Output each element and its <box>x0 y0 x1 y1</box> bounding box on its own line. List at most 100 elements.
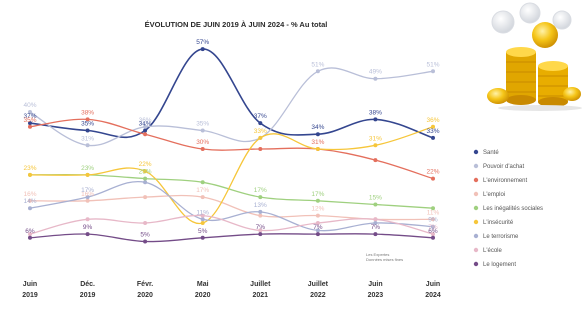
data-point-pouvoir-d-achat-6 <box>373 76 378 81</box>
legend-entry: Les inégalités sociales <box>483 206 543 212</box>
data-label: 31% <box>311 139 324 146</box>
data-point-l-insecurite-5 <box>315 147 320 151</box>
series-line-le-terrorisme <box>29 180 434 232</box>
series-lines <box>28 47 435 244</box>
data-label: 51% <box>426 61 439 68</box>
series-le-logement <box>28 232 435 244</box>
series-l-ecole <box>28 213 435 237</box>
data-label: 17% <box>196 187 209 194</box>
data-label: 6% <box>428 228 438 235</box>
data-label: 49% <box>369 69 382 76</box>
data-point-l-environnement-6 <box>373 158 378 163</box>
data-point-sante-2 <box>143 128 148 133</box>
data-label: 11% <box>427 209 440 216</box>
series-line-sante <box>29 48 434 139</box>
data-label: 38% <box>81 109 94 116</box>
data-point-pouvoir-d-achat-2 <box>143 124 148 129</box>
legend-marker <box>473 205 479 211</box>
data-point-le-terrorisme-3 <box>200 217 205 222</box>
data-label: 22% <box>139 161 152 168</box>
data-point-le-terrorisme-4 <box>258 209 263 214</box>
data-label: 51% <box>311 61 324 68</box>
x-tick-label-line-2: 2022 <box>310 292 326 299</box>
source-note-line-1: Les Expertes <box>366 252 389 257</box>
legend-entry: Pouvoir d'achat <box>483 164 525 170</box>
data-point-les-inegalites-sociales-6 <box>373 202 378 207</box>
data-point-les-inegalites-sociales-3 <box>200 180 205 185</box>
data-label: 7% <box>428 224 438 231</box>
x-tick-label-line-1: Mai <box>197 281 209 288</box>
data-point-le-terrorisme-2 <box>143 180 148 185</box>
data-label: 36% <box>139 117 152 124</box>
data-label: 57% <box>196 39 209 46</box>
data-point-l-emploi-2 <box>143 195 148 200</box>
data-label: 35% <box>81 121 94 128</box>
data-point-l-ecole-1 <box>85 217 90 222</box>
data-label: 31% <box>369 135 382 142</box>
legend-marker <box>473 177 479 183</box>
series-line-pouvoir-d-achat <box>29 67 434 147</box>
data-point-l-environnement-7 <box>431 176 435 181</box>
data-label: 7% <box>313 224 323 231</box>
data-label: 23% <box>23 165 36 172</box>
data-label: 15% <box>369 195 382 202</box>
data-point-sante-3 <box>200 47 205 52</box>
data-point-le-logement-6 <box>373 232 378 237</box>
x-tick-label-line-1: Juin <box>426 281 440 288</box>
legend: Santé Pouvoir d'achat L'environnement L'emp… <box>473 149 543 268</box>
data-label: 38% <box>369 109 382 116</box>
series-line-le-logement <box>29 233 434 243</box>
legend-marker <box>473 233 479 239</box>
data-point-le-logement-7 <box>431 235 435 240</box>
source-note: Les Expertes Données mises fines <box>366 252 403 262</box>
data-point-l-ecole-4 <box>258 228 263 233</box>
data-point-l-ecole-0 <box>28 232 32 237</box>
data-point-les-inegalites-sociales-4 <box>258 195 263 200</box>
data-point-l-environnement-4 <box>258 147 263 151</box>
data-point-pouvoir-d-achat-1 <box>85 143 90 148</box>
data-label: 9% <box>428 217 438 224</box>
coin-stack-icon <box>487 2 582 111</box>
data-point-l-ecole-3 <box>200 213 205 218</box>
data-point-l-environnement-3 <box>200 147 205 151</box>
data-label: 37% <box>254 113 267 120</box>
data-label: 35% <box>196 121 209 128</box>
data-point-l-emploi-7 <box>431 217 435 222</box>
data-label: 9% <box>83 224 93 231</box>
x-tick-label-line-2: 2021 <box>253 292 269 299</box>
data-point-l-environnement-2 <box>143 132 148 137</box>
data-point-l-insecurite-3 <box>200 221 205 225</box>
data-label: 17% <box>311 191 324 198</box>
data-point-le-logement-3 <box>200 235 205 240</box>
data-point-le-terrorisme-1 <box>85 195 90 200</box>
data-point-pouvoir-d-achat-0 <box>28 110 32 114</box>
data-point-l-insecurite-0 <box>28 172 32 177</box>
data-label: 6% <box>25 228 35 235</box>
series-line-l-ecole <box>29 214 434 235</box>
x-tick-label-line-1: Févr. <box>137 281 153 288</box>
legend-marker <box>473 149 479 155</box>
data-point-l-insecurite-7 <box>431 124 435 129</box>
series-sante <box>28 47 435 140</box>
data-point-l-environnement-1 <box>85 117 90 122</box>
data-label: 13% <box>254 202 267 209</box>
data-point-sante-1 <box>85 128 90 133</box>
data-label: 7% <box>371 224 381 231</box>
legend-marker <box>473 219 479 225</box>
data-point-le-logement-2 <box>143 239 148 244</box>
data-point-sante-4 <box>258 121 263 126</box>
data-point-l-emploi-5 <box>315 213 320 218</box>
data-point-sante-6 <box>373 117 378 122</box>
data-label: 7% <box>256 224 266 231</box>
data-point-l-emploi-0 <box>28 198 32 203</box>
data-point-l-insecurite-6 <box>373 143 378 148</box>
series-l-insecurite <box>28 124 435 225</box>
series-line-l-environnement <box>29 118 434 180</box>
x-tick-label-line-1: Juillet <box>308 281 329 288</box>
legend-entry: L'emploi <box>483 192 505 198</box>
x-tick-label-line-2: 2024 <box>425 292 441 299</box>
data-point-pouvoir-d-achat-3 <box>200 128 205 133</box>
x-tick-label-line-1: Déc. <box>80 281 95 288</box>
x-tick-label-line-2: 2019 <box>80 292 96 299</box>
